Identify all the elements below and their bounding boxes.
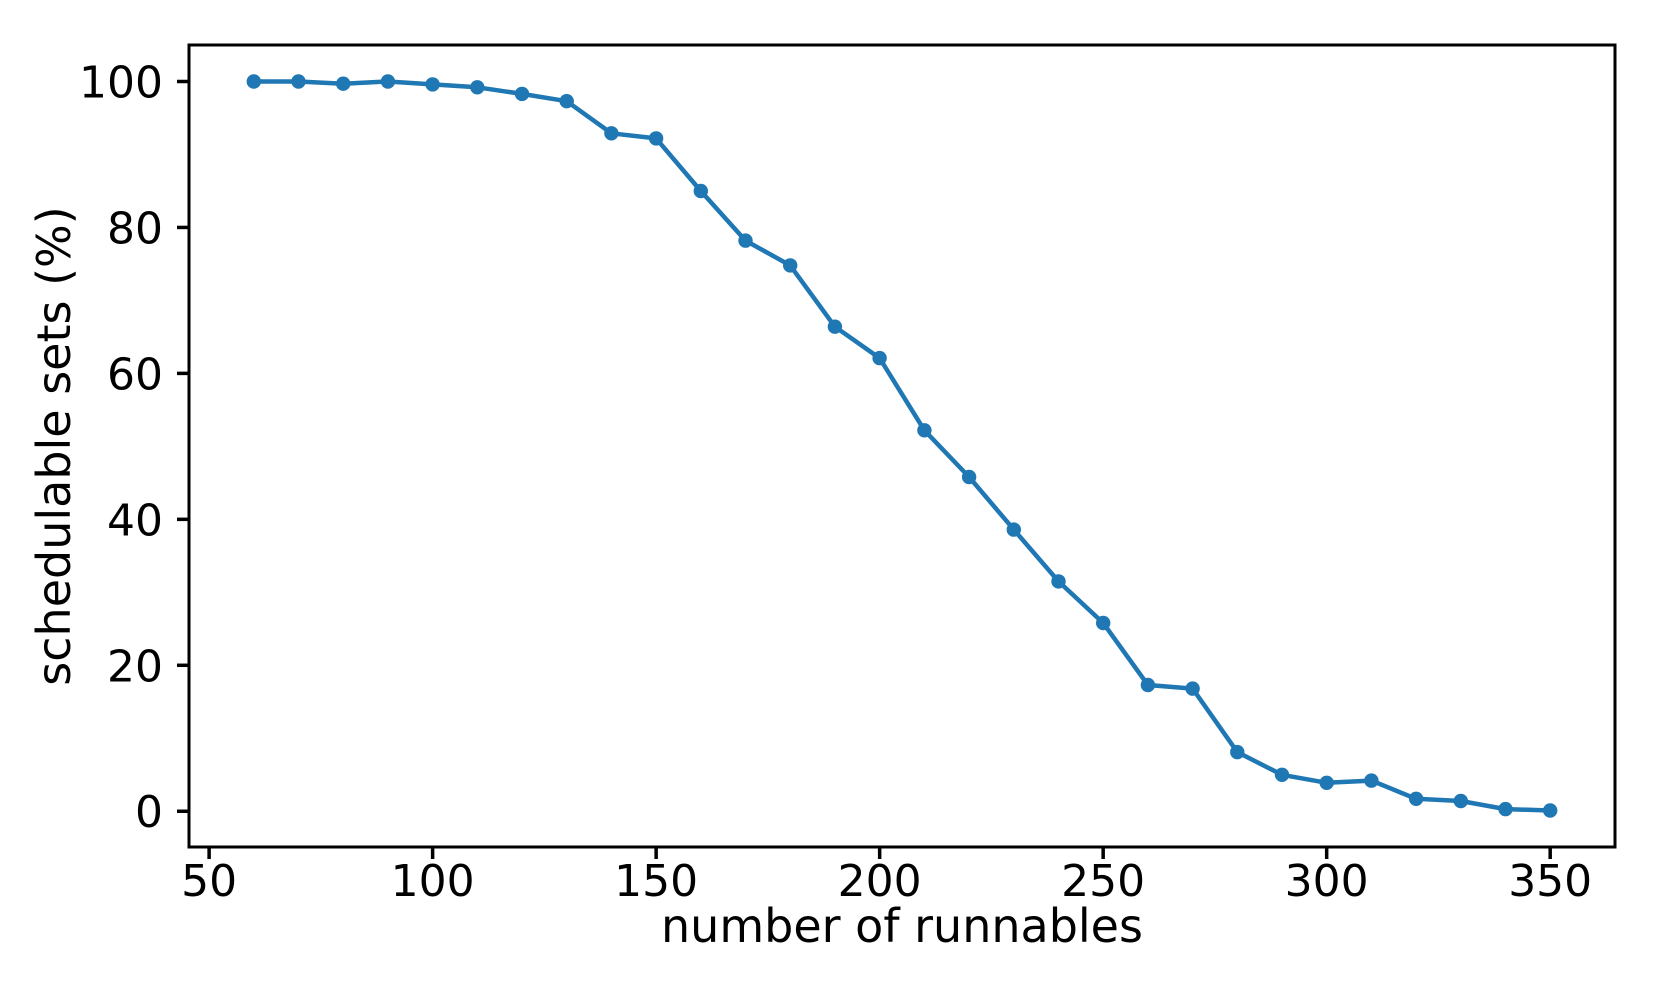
x-tick-label: 50 — [181, 856, 237, 907]
y-tick-label: 80 — [107, 203, 163, 254]
data-point-marker — [1185, 681, 1200, 696]
data-point-marker — [738, 233, 753, 248]
data-point-marker — [380, 74, 396, 89]
y-tick-label: 40 — [107, 495, 163, 546]
data-point-marker — [961, 469, 977, 485]
data-point-marker — [1498, 801, 1513, 817]
data-point-marker — [470, 80, 485, 95]
data-point-marker — [783, 258, 798, 273]
y-axis-label: schedulable sets (%) — [27, 206, 81, 685]
data-line — [251, 79, 1553, 813]
data-point-marker — [917, 423, 932, 438]
data-point-marker — [425, 77, 440, 92]
y-tick-label: 60 — [107, 349, 163, 400]
data-series-layer — [246, 74, 1558, 818]
plot-border — [187, 43, 1617, 849]
data-point-marker — [693, 183, 708, 199]
data-point-marker — [1140, 677, 1156, 693]
data-point-marker — [827, 319, 843, 334]
data-point-marker — [291, 74, 306, 89]
data-point-marker — [1051, 574, 1066, 589]
ticks-layer: 50 100 150 200 250 300 350 0 20 40 60 80 100 — [79, 57, 1592, 907]
data-point-marker — [1364, 773, 1379, 788]
x-tick-label: 250 — [1061, 856, 1145, 907]
data-point-marker — [1408, 791, 1424, 806]
data-point-marker — [604, 126, 619, 141]
data-point-marker — [1230, 744, 1245, 760]
data-point-marker — [1274, 767, 1290, 782]
data-point-marker — [648, 131, 664, 146]
data-point-marker — [559, 94, 574, 109]
y-tick-label: 20 — [107, 641, 163, 692]
data-point-marker — [1319, 775, 1334, 790]
data-point-marker — [336, 76, 351, 91]
x-tick-label: 350 — [1508, 856, 1592, 907]
data-point-marker — [1543, 803, 1558, 818]
data-point-marker — [872, 350, 887, 366]
x-tick-label: 100 — [391, 856, 475, 907]
data-point-marker — [1096, 615, 1111, 631]
data-point-marker — [1453, 793, 1469, 809]
x-tick-label: 200 — [838, 856, 922, 907]
x-tick-label: 150 — [614, 856, 698, 907]
y-tick-label: 100 — [79, 57, 163, 108]
data-point-marker — [246, 74, 261, 89]
y-tick-label: 0 — [135, 787, 163, 838]
data-point-marker — [1006, 522, 1021, 537]
x-axis-label: number of runnables — [661, 899, 1143, 953]
x-tick-label: 300 — [1285, 856, 1369, 907]
data-point-marker — [514, 86, 530, 102]
